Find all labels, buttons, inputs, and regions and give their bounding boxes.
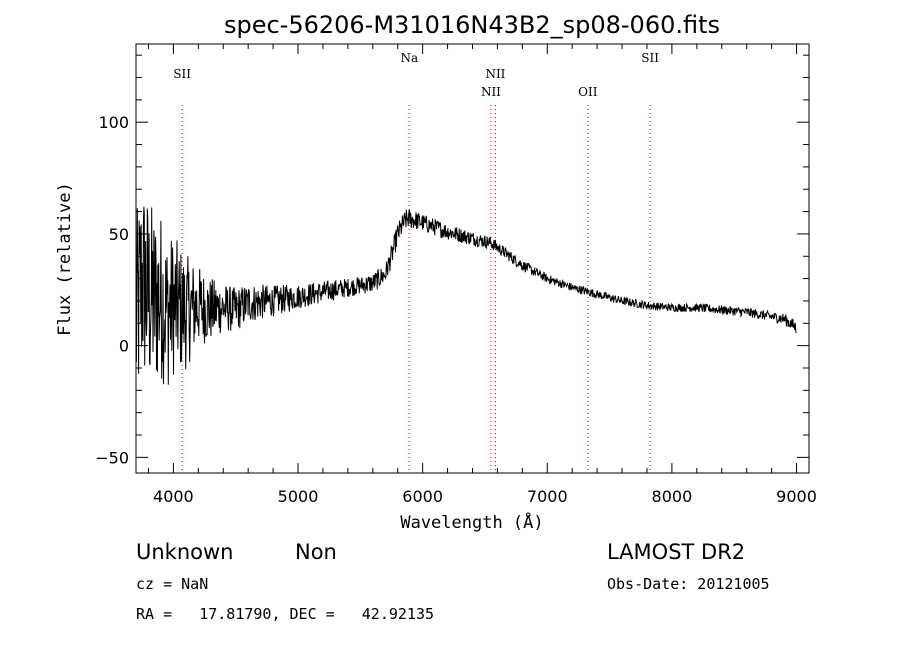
x-tick-label: 9000 xyxy=(776,487,817,506)
x-tick-label: 4000 xyxy=(153,487,194,506)
x-tick-label: 6000 xyxy=(402,487,443,506)
spectral-line-label: Na xyxy=(400,51,418,65)
redshift-value: cz = NaN xyxy=(136,575,208,593)
y-tick-label: −50 xyxy=(95,448,129,467)
x-axis-label: Wavelength (Å) xyxy=(400,511,543,533)
y-axis-label: Flux (relative) xyxy=(55,182,75,336)
x-tick-label: 8000 xyxy=(652,487,693,506)
spectrum-line xyxy=(135,206,797,385)
chart-title: spec-56206-M31016N43B2_sp08-060.fits xyxy=(224,11,720,39)
x-tick-label: 5000 xyxy=(278,487,319,506)
object-class: Unknown xyxy=(136,540,233,564)
spectral-line-label: NII xyxy=(485,67,505,81)
coordinates: RA = 17.81790, DEC = 42.92135 xyxy=(136,605,434,623)
spectral-line-label: SII xyxy=(173,67,191,81)
obs-date: Obs-Date: 20121005 xyxy=(607,575,770,593)
y-tick-label: 50 xyxy=(109,225,129,244)
y-tick-label: 0 xyxy=(119,337,129,356)
spectral-line-markers: SII Na NII NII OII SII xyxy=(173,51,659,473)
spectral-line-label: SII xyxy=(641,51,659,65)
plot-frame xyxy=(135,43,810,474)
spectral-line-label: NII xyxy=(481,85,501,99)
x-axis-ticks: 4000 5000 6000 7000 8000 9000 xyxy=(147,44,817,506)
y-tick-label: 100 xyxy=(98,113,129,132)
x-tick-label: 7000 xyxy=(527,487,568,506)
object-subclass: Non xyxy=(295,540,337,564)
survey-name: LAMOST DR2 xyxy=(607,540,745,564)
y-axis-ticks: −50 0 50 100 xyxy=(95,54,809,467)
spectral-line-label: OII xyxy=(578,85,598,99)
